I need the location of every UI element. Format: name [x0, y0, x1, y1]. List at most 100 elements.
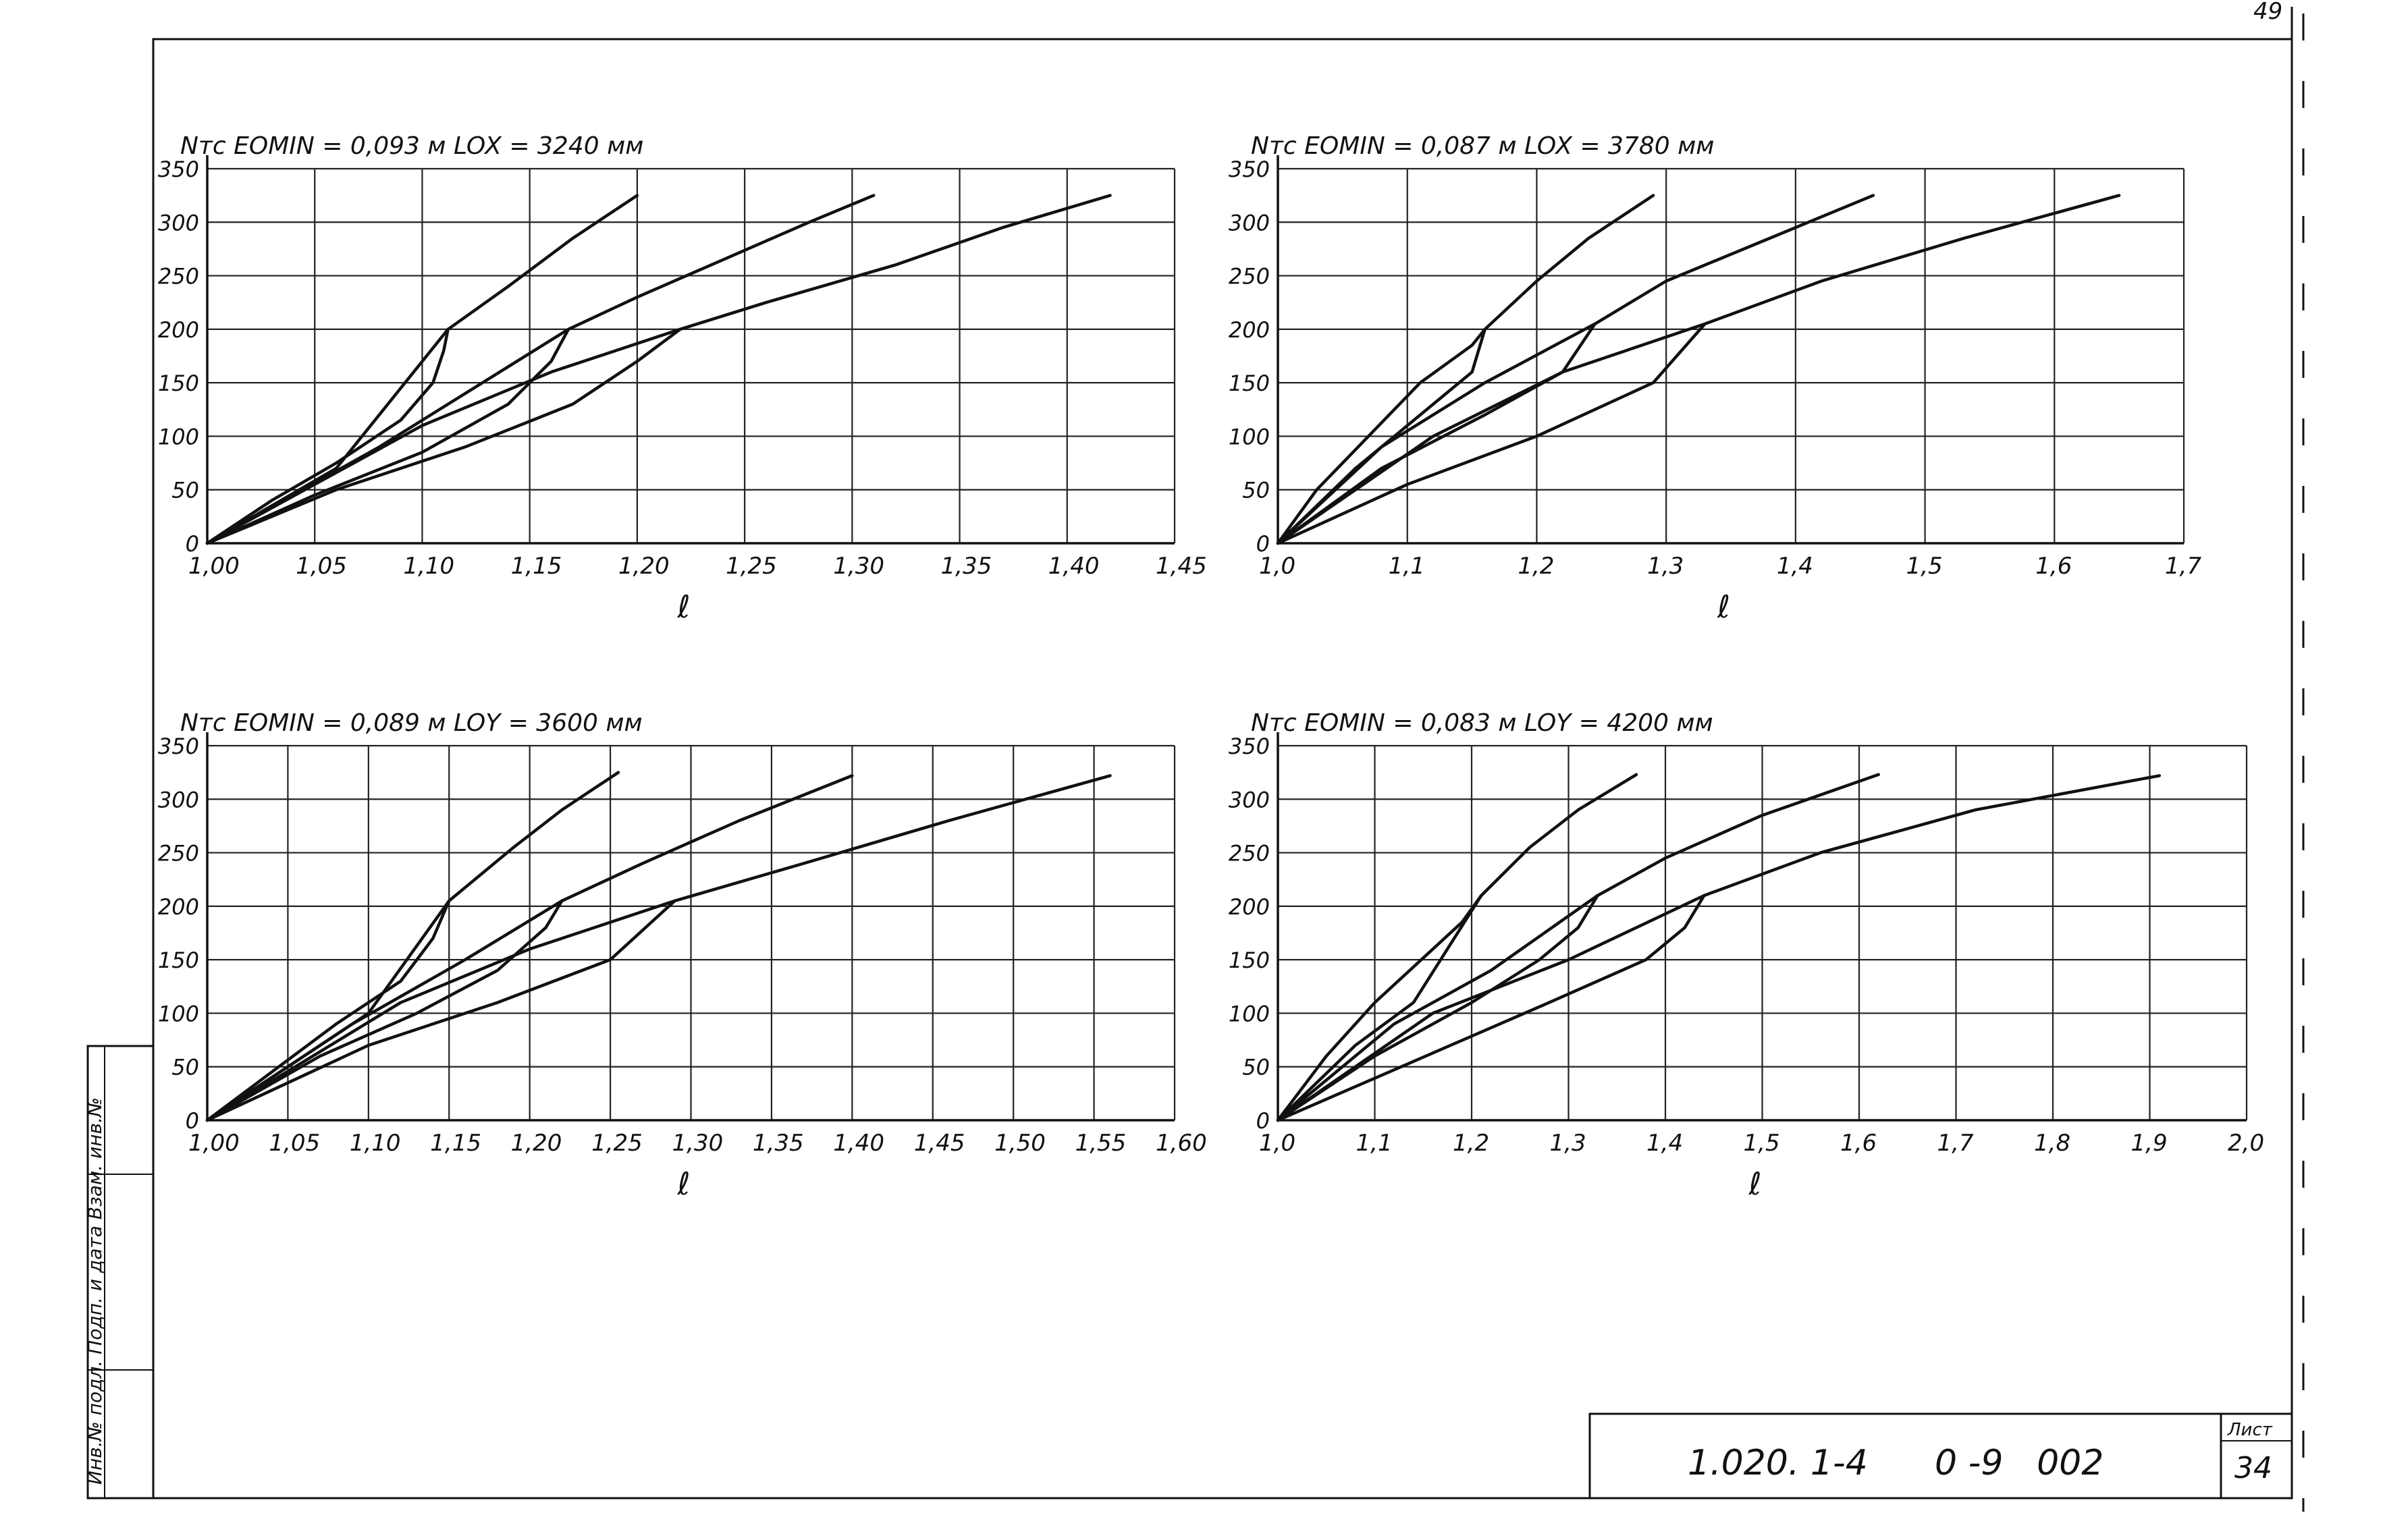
series-line-3: [205, 774, 854, 1122]
y-tick-label: 200: [1229, 317, 1270, 343]
x-tick-label: 1,25: [726, 553, 777, 580]
sheet-number: 34: [2234, 1451, 2272, 1485]
x-tick-label: 2,0: [2228, 1130, 2264, 1157]
grid: [1277, 744, 2248, 1122]
x-tick-label: 1,30: [672, 1130, 724, 1157]
y-tick-label: 100: [158, 1001, 199, 1026]
y-tick-label: 350: [1229, 734, 1270, 759]
document-designation: 1.020. 1-4 0 -9 002: [1688, 1443, 2103, 1483]
chart-header: Nтс EOMIN = 0,083 м LOY = 4200 мм: [1251, 709, 1713, 737]
y-tick-label: 300: [158, 210, 199, 236]
x-tick-label: 1,30: [833, 553, 884, 580]
y-tick-label: 0: [186, 531, 199, 557]
x-tick-label: 1,35: [753, 1130, 804, 1157]
series-line-2: [205, 899, 451, 1122]
series-line-1: [205, 194, 639, 545]
y-tick-label: 50: [171, 1055, 199, 1080]
x-tick-label: 1,05: [269, 1130, 320, 1157]
y-tick-label: 100: [1229, 1001, 1270, 1026]
chart-lox-3780: 1,0 1,1 1,2 1,3 1,4 1,5 1,6 1,7 0 50 100 150 200 250 3…: [1229, 132, 2202, 625]
x-tick-label: 1,60: [1156, 1130, 1207, 1157]
y-tick-label: 350: [158, 157, 199, 182]
series-line-2: [1276, 893, 1483, 1122]
x-tick-label: 1,45: [1156, 553, 1207, 580]
x-tick-label: 1,3: [1647, 553, 1684, 580]
y-tick-label: 0: [1256, 531, 1270, 557]
x-tick-label: 1,20: [618, 553, 670, 580]
series-line-6: [205, 899, 676, 1122]
y-tick-label: 200: [158, 317, 199, 343]
x-tick-label: 1,5: [1906, 553, 1943, 580]
x-axis-label: ℓ: [677, 1165, 691, 1202]
y-tick-label: 50: [1242, 478, 1270, 503]
y-tick-label: 250: [1229, 264, 1270, 290]
x-tick-label: 1,00: [188, 1130, 240, 1157]
series-line-1: [1276, 194, 1655, 545]
sheet-label: Лист: [2227, 1420, 2273, 1440]
chart-header: Nтс EOMIN = 0,093 м LOX = 3240 мм: [180, 132, 643, 160]
y-tick-label: 100: [158, 424, 199, 449]
x-tick-label: 1,1: [1356, 1130, 1393, 1157]
y-tick-label: 200: [1229, 894, 1270, 920]
y-tick-label: 250: [158, 841, 199, 867]
x-tick-label: 1,3: [1550, 1130, 1586, 1157]
y-tick-label: 300: [158, 787, 199, 813]
x-tick-label: 1,7: [2165, 553, 2201, 580]
y-tick-label: 300: [1229, 210, 1270, 236]
x-tick-label: 1,45: [914, 1130, 965, 1157]
title-block: 1.020. 1-4 0 -9 002 Лист 34: [1588, 1412, 2293, 1500]
series-line-4: [1276, 893, 1599, 1122]
series-line-6: [1276, 893, 1706, 1122]
x-tick-label: 1,20: [511, 1130, 562, 1157]
x-tick-label: 1,0: [1259, 553, 1295, 580]
series-line-5: [205, 194, 1112, 545]
sheet-frame: [152, 38, 2293, 1500]
x-axis-label: ℓ: [1717, 588, 1730, 625]
x-axis-label: ℓ: [1748, 1165, 1762, 1202]
x-tick-label: 1,25: [591, 1130, 643, 1157]
y-tick-label: 350: [158, 734, 199, 759]
y-tick-label: 50: [171, 478, 199, 503]
x-tick-label: 1,1: [1389, 553, 1425, 580]
series-line-5: [1276, 194, 2121, 545]
x-tick-label: 1,5: [1744, 1130, 1780, 1157]
x-tick-label: 1,15: [511, 553, 562, 580]
side-stamp-text: Инв.№ подл. Подп. и дата Взам. инв.№: [84, 1097, 106, 1485]
y-tick-label: 200: [158, 894, 199, 920]
y-tick-label: 250: [158, 264, 199, 290]
x-tick-label: 1,40: [1048, 553, 1100, 580]
chart-lox-3240: 1,00 1,05 1,10 1,15 1,20 1,25 1,30 1,35 1,40 1,45…: [158, 132, 1207, 625]
x-tick-label: 1,15: [430, 1130, 481, 1157]
y-tick-label: 350: [1229, 157, 1270, 182]
chart-loy-3600: 1,00 1,05 1,10 1,15 1,20 1,25 1,30 1,35 1,40 1,45…: [158, 709, 1207, 1202]
grid: [1277, 167, 2185, 545]
x-tick-label: 1,05: [296, 553, 347, 580]
series-line-1: [1276, 773, 1638, 1122]
series-line-4: [205, 899, 564, 1122]
y-tick-label: 300: [1229, 787, 1270, 813]
y-tick-label: 150: [158, 370, 199, 396]
y-tick-label: 150: [1229, 370, 1270, 396]
series-line-5: [205, 774, 1112, 1122]
series-line-5: [1276, 774, 2162, 1122]
side-stamp: Инв.№ подл. Подп. и дата Взам. инв.№: [84, 1045, 155, 1500]
grid: [206, 744, 1176, 1122]
series-line-4: [1276, 322, 1597, 545]
y-tick-label: 50: [1242, 1055, 1270, 1080]
corner-page-number: 49: [2253, 0, 2282, 25]
x-tick-label: 1,00: [188, 553, 240, 580]
y-tick-label: 250: [1229, 841, 1270, 867]
x-tick-label: 1,4: [1777, 553, 1813, 580]
chart-loy-4200: 1,0 1,1 1,2 1,3 1,4 1,5 1,6 1,7 1,8 1,9 2,0 0 50 100 1…: [1229, 709, 2264, 1202]
y-tick-label: 150: [158, 947, 199, 973]
x-tick-label: 1,9: [2131, 1130, 2168, 1157]
x-tick-label: 1,8: [2034, 1130, 2070, 1157]
x-tick-label: 1,7: [1937, 1130, 1974, 1157]
x-tick-label: 1,6: [1840, 1130, 1877, 1157]
x-tick-label: 1,4: [1646, 1130, 1683, 1157]
series-line-3: [1276, 773, 1880, 1122]
y-tick-label: 150: [1229, 947, 1270, 973]
x-tick-label: 1,2: [1518, 553, 1554, 580]
x-tick-label: 1,10: [403, 553, 454, 580]
